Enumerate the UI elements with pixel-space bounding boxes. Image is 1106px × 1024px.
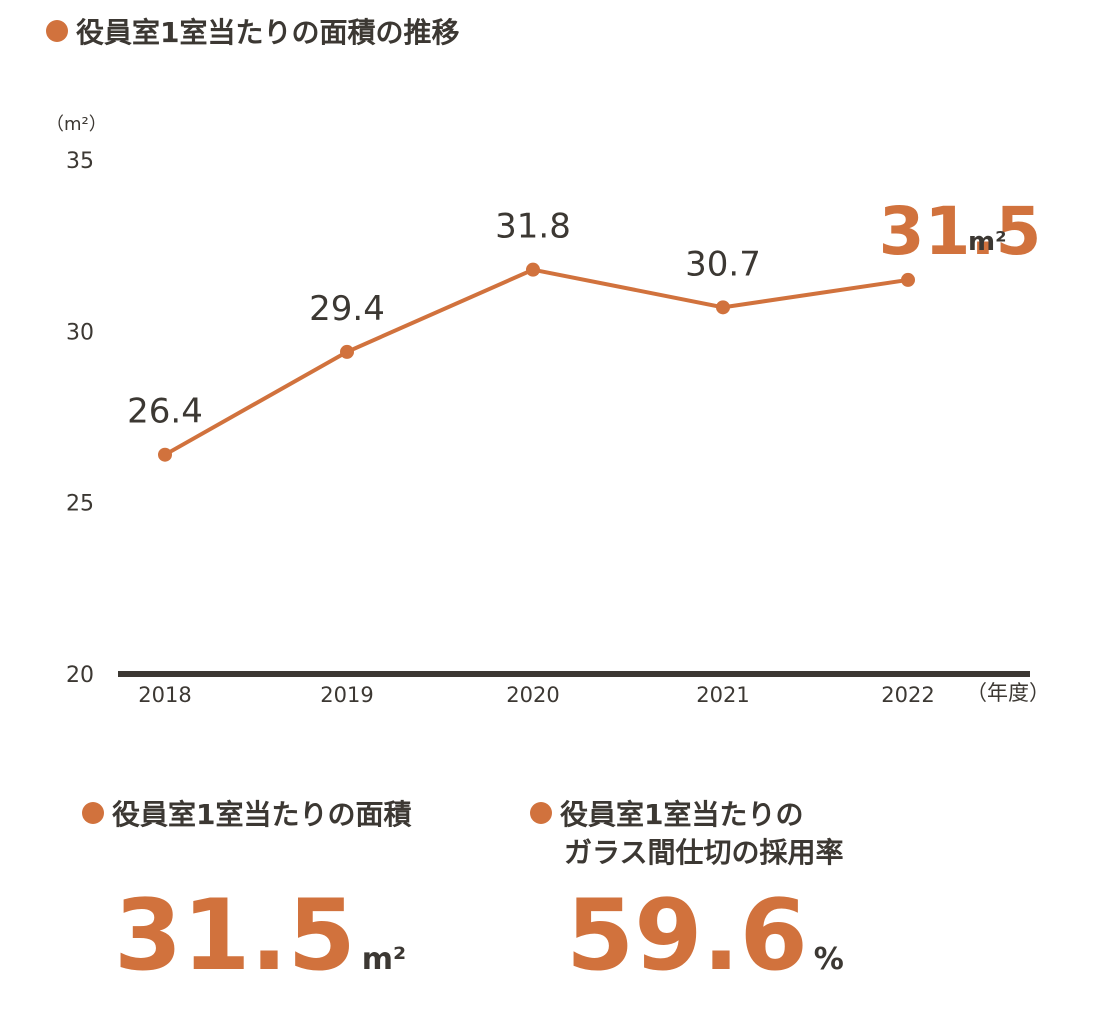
- x-tick-label: 2021: [696, 683, 749, 707]
- stat-glass-label: 役員室1室当たりの ガラス間仕切の採用率: [530, 796, 843, 872]
- data-label-highlight: 31.5: [879, 193, 1042, 270]
- stat-area-unit: m²: [361, 942, 407, 977]
- data-label: 29.4: [309, 289, 385, 329]
- stat-glass-number: 59.6: [566, 879, 808, 993]
- chart-title-text: 役員室1室当たりの面積の推移: [76, 16, 460, 49]
- data-point: [340, 344, 354, 359]
- y-axis-ticks: 20 25 30 35: [66, 149, 94, 688]
- data-point: [716, 300, 730, 315]
- stat-glass-unit: %: [813, 942, 844, 977]
- bullet-dot-icon: [46, 20, 68, 42]
- data-points: [158, 262, 915, 462]
- stat-glass-label-line1: 役員室1室当たりの: [560, 798, 804, 831]
- y-tick-label: 25: [66, 492, 94, 517]
- y-tick-label: 20: [66, 663, 94, 688]
- data-point: [901, 272, 915, 287]
- y-tick-label: 30: [66, 320, 94, 345]
- y-tick-label: 35: [66, 149, 94, 174]
- x-axis-ticks: 2018 2019 2020 2021 2022: [138, 683, 934, 707]
- stat-area-label: 役員室1室当たりの面積: [82, 796, 411, 834]
- data-label-unit: m²: [968, 227, 1006, 257]
- x-tick-label: 2018: [138, 683, 191, 707]
- x-tick-label: 2020: [506, 683, 559, 707]
- bullet-dot-icon: [82, 802, 104, 824]
- stat-area-number: 31.5: [114, 879, 356, 993]
- data-point: [526, 262, 540, 277]
- bullet-dot-icon: [530, 802, 552, 824]
- data-point: [158, 447, 172, 462]
- x-axis-unit: （年度）: [966, 681, 1050, 705]
- stat-glass-label-line2: ガラス間仕切の採用率: [564, 836, 844, 869]
- data-label: 31.8: [495, 207, 571, 247]
- stat-glass-value: 59.6%: [566, 886, 844, 1010]
- y-axis-unit: （m²）: [46, 114, 107, 135]
- data-labels: 26.4 29.4 31.8 30.7 31.5m²: [127, 193, 1041, 432]
- data-label: 26.4: [127, 392, 203, 432]
- chart-title: 役員室1室当たりの面積の推移: [46, 14, 459, 52]
- data-label: 30.7: [685, 244, 761, 284]
- stat-area-label-text: 役員室1室当たりの面積: [112, 798, 412, 831]
- series-line: [164, 267, 909, 457]
- x-tick-label: 2019: [320, 683, 373, 707]
- stat-area-value: 31.5 m²: [114, 886, 406, 1010]
- x-tick-label: 2022: [881, 683, 934, 707]
